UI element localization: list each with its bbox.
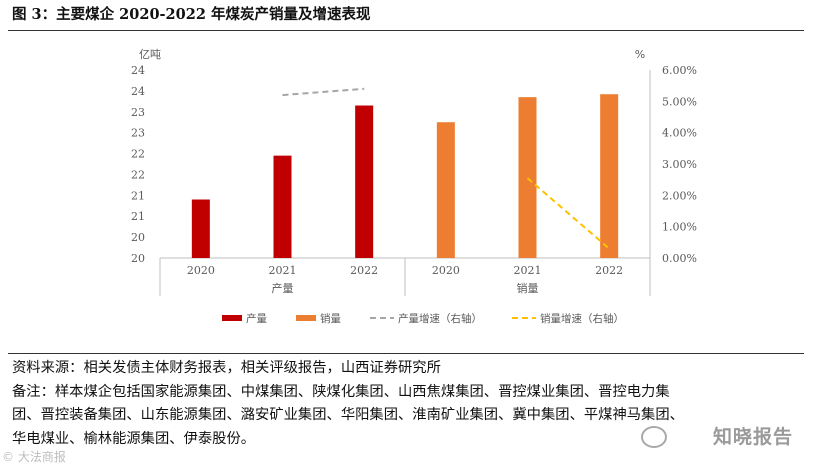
left-tick-label: 21 xyxy=(131,210,145,223)
x-group-label: 产量 xyxy=(272,281,294,295)
left-tick-label: 23 xyxy=(131,127,145,140)
source-note: 资料来源：相关发债主体财务报表，相关评级报告，山西证券研究所 xyxy=(12,360,441,376)
right-tick-label: 0.00% xyxy=(662,252,697,265)
legend-label: 销量 xyxy=(320,312,341,325)
remark-line: 团、晋控装备集团、山东能源集团、潞安矿业集团、华阳集团、淮南矿业集团、冀中集团、… xyxy=(12,407,684,423)
left-tick-label: 22 xyxy=(131,148,145,161)
bar xyxy=(191,199,210,258)
corner-watermark: © 大法商报 xyxy=(2,450,66,464)
x-tick-label: 2021 xyxy=(269,264,297,277)
x-tick-label: 2022 xyxy=(595,264,623,277)
bottom-rule xyxy=(8,353,804,354)
left-tick-label: 22 xyxy=(131,168,145,181)
bar xyxy=(273,155,292,258)
left-tick-label: 20 xyxy=(131,252,145,265)
legend-swatch xyxy=(222,315,242,321)
left-tick-label: 24 xyxy=(131,64,145,77)
bar xyxy=(518,97,537,259)
right-tick-label: 2.00% xyxy=(662,189,697,202)
x-tick-label: 2021 xyxy=(514,264,542,277)
figure-title: 图 3：主要煤企 2020-2022 年煤炭产销量及增速表现 xyxy=(12,6,371,23)
notes: 资料来源：相关发债主体财务报表，相关评级报告，山西证券研究所 备注：样本煤企包括… xyxy=(12,357,807,451)
x-tick-label: 2022 xyxy=(350,264,378,277)
right-tick-label: 6.00% xyxy=(662,64,697,77)
legend-label: 产量 xyxy=(246,312,267,325)
bar xyxy=(355,105,374,258)
x-group-label: 销量 xyxy=(517,281,539,295)
left-tick-label: 20 xyxy=(131,231,145,244)
bar xyxy=(436,122,455,258)
growth-line xyxy=(526,177,610,250)
right-tick-label: 3.00% xyxy=(662,158,697,171)
legend-swatch xyxy=(296,315,316,321)
remark-line: 华电煤业、榆林能源集团、伊泰股份。 xyxy=(12,430,256,447)
x-tick-label: 2020 xyxy=(432,264,460,277)
right-axis-unit: % xyxy=(635,48,645,61)
left-tick-label: 21 xyxy=(131,189,145,202)
left-tick-label: 24 xyxy=(131,85,145,98)
legend-label: 销量增速（右轴） xyxy=(540,312,624,325)
wechat-icon xyxy=(641,426,667,448)
right-tick-label: 4.00% xyxy=(662,127,697,140)
left-axis-unit: 亿吨 xyxy=(139,48,161,61)
remark-line: 备注：样本煤企包括国家能源集团、中煤集团、陕煤化集团、山西焦煤集团、晋控煤业集团… xyxy=(12,383,670,400)
chart: 24242323222221212020亿吨6.00%5.00%4.00%3.0… xyxy=(131,48,697,325)
legend-label: 产量增速（右轴） xyxy=(398,312,482,325)
x-tick-label: 2020 xyxy=(187,264,215,277)
left-tick-label: 23 xyxy=(131,106,145,119)
right-tick-label: 1.00% xyxy=(662,221,697,234)
watermark: 知晓报告 xyxy=(712,426,793,448)
growth-line xyxy=(282,87,365,97)
bar xyxy=(600,94,619,258)
top-rule xyxy=(8,30,804,31)
right-tick-label: 5.00% xyxy=(662,95,697,108)
